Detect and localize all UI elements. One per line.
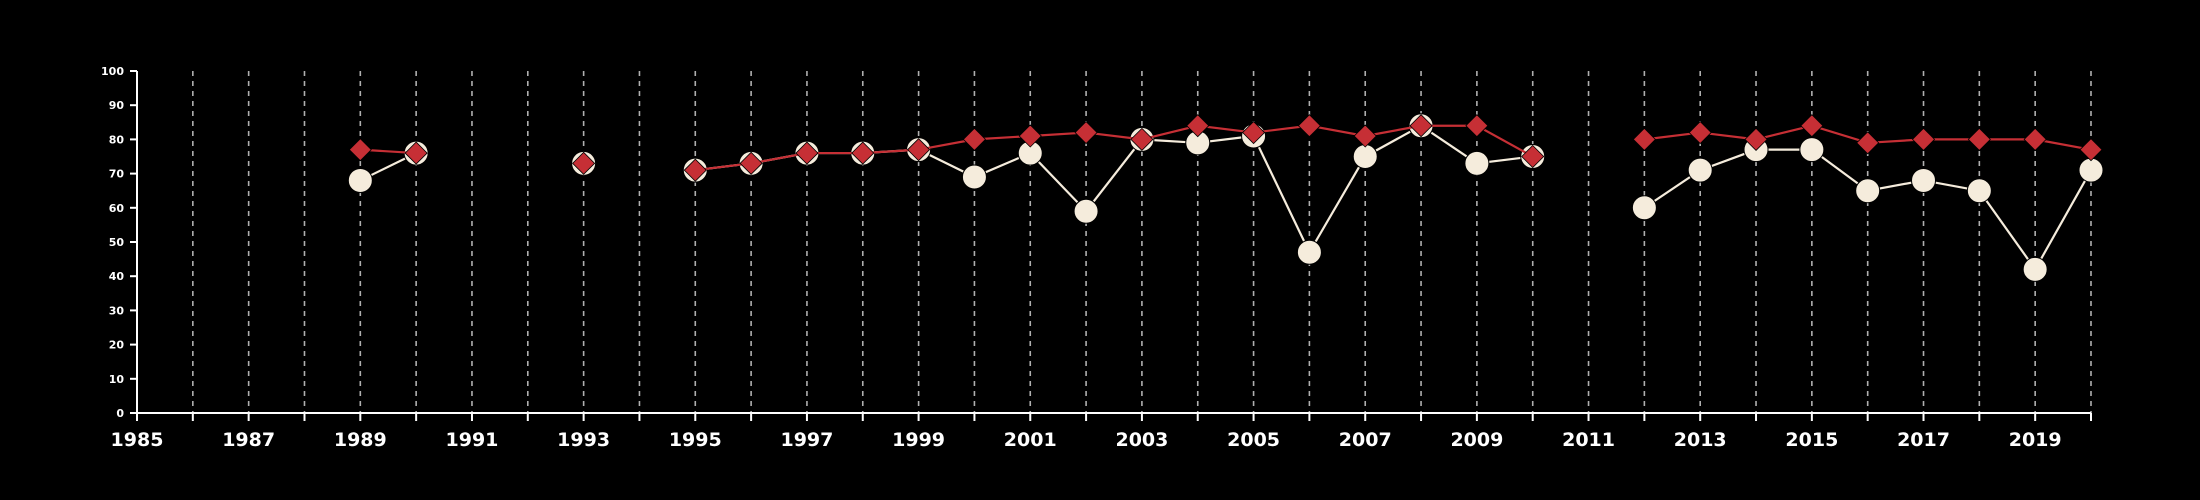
series_b-line-segment	[695, 124, 1534, 172]
series_a-point-2012	[1631, 195, 1657, 221]
x-tick-label: 2003	[1115, 429, 1168, 451]
series_b-point-1990	[404, 141, 428, 165]
x-tick-label: 2015	[1785, 429, 1838, 451]
series_a-point-2015	[1799, 137, 1825, 163]
series_b-point-2000	[962, 127, 986, 151]
x-tick-label: 1993	[557, 429, 610, 451]
x-tick-label: 2011	[1562, 429, 1615, 451]
y-tick-label: 50	[109, 236, 125, 249]
series_b-point-2007	[1353, 124, 1377, 148]
axes	[130, 70, 2092, 421]
x-tick-label: 2005	[1227, 429, 1280, 451]
series_b-point-1996	[739, 151, 763, 175]
series_b-point-2010	[1521, 144, 1545, 169]
series_b-point-2005	[1242, 120, 1266, 145]
series_b-point-2001	[1018, 124, 1042, 148]
series_a-point-2009	[1464, 150, 1490, 176]
x-tick-label: 2013	[1674, 429, 1727, 451]
series_b-point-1993	[572, 151, 596, 175]
data-series	[347, 113, 2104, 282]
x-tick-label: 1985	[111, 429, 164, 451]
tick-labels: 0 10 20 30 40 50 60 70 80 90 100 1985 1987 1989 1991 19…	[101, 65, 2062, 451]
series_b-point-2019	[2023, 127, 2047, 151]
series_b-point-2020	[2079, 138, 2103, 162]
series_b-point-2008	[1409, 114, 1433, 138]
x-tick-label: 1997	[780, 429, 833, 451]
x-tick-label: 2007	[1339, 429, 1392, 451]
y-tick-label: 70	[109, 168, 125, 181]
series_b-point-2018	[1967, 127, 1991, 151]
series_a-point-2007	[1352, 144, 1378, 169]
series_b-point-2003	[1130, 127, 1154, 151]
series_b-point-1997	[795, 141, 819, 165]
series_a-point-1989	[347, 167, 373, 193]
series_b-point-2002	[1074, 120, 1098, 145]
series_b-point-2016	[1856, 131, 1880, 155]
series_b-point-2017	[1911, 127, 1936, 151]
x-tick-label: 1995	[669, 429, 722, 451]
x-tick-label: 1989	[334, 429, 387, 451]
series_a-point-2017	[1911, 167, 1937, 193]
x-tick-label: 2001	[1004, 429, 1057, 451]
y-tick-label: 30	[109, 304, 125, 317]
series_a-point-2006	[1296, 239, 1322, 265]
series_b-point-2015	[1800, 114, 1824, 138]
series_b-point-2013	[1688, 120, 1712, 145]
x-tick-label: 2019	[2009, 429, 2062, 451]
series_a-point-2020	[2078, 157, 2104, 183]
y-tick-label: 90	[109, 99, 125, 112]
series_b-point-2012	[1632, 127, 1656, 151]
series_a-point-2013	[1687, 157, 1713, 183]
y-tick-label: 60	[109, 202, 125, 215]
y-tick-label: 20	[109, 339, 125, 352]
y-tick-label: 40	[109, 270, 125, 283]
x-tick-label: 1987	[222, 429, 275, 451]
y-tick-label: 100	[101, 65, 124, 78]
series_b-point-1995	[683, 158, 707, 182]
series_b-point-2004	[1186, 114, 1210, 138]
x-tick-label: 2009	[1450, 429, 1503, 451]
x-tick-label: 1991	[446, 429, 499, 451]
series_a-point-2018	[1966, 178, 1992, 204]
series_a-point-2000	[961, 164, 987, 190]
series_a-point-2019	[2022, 256, 2048, 282]
series_b-point-2006	[1297, 114, 1321, 138]
y-tick-label: 0	[116, 407, 124, 420]
x-tick-label: 1999	[892, 429, 945, 451]
series_b-point-2009	[1465, 114, 1489, 138]
series_a-point-2016	[1855, 178, 1881, 204]
series_a-point-2002	[1073, 198, 1099, 224]
series_b-point-2014	[1744, 127, 1768, 151]
series_b-point-1989	[348, 138, 372, 162]
y-tick-label: 80	[109, 133, 125, 146]
series_b-point-1999	[907, 138, 931, 162]
series_b-group	[348, 114, 2103, 182]
series_b-point-1998	[851, 141, 875, 165]
x-tick-label: 2017	[1897, 429, 1950, 451]
y-tick-label: 10	[109, 373, 125, 386]
